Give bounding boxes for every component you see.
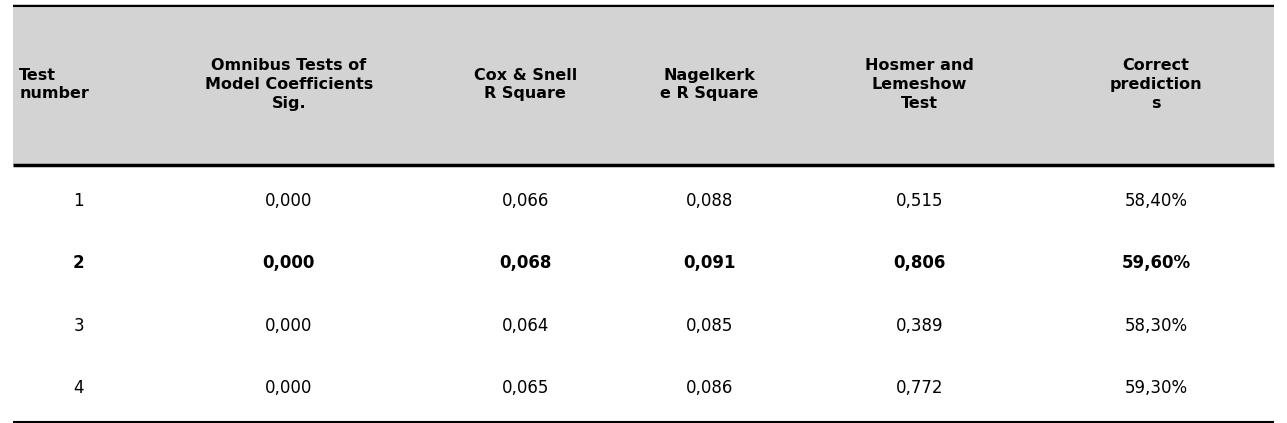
Text: Correct
prediction
s: Correct prediction s [1109, 58, 1202, 111]
Text: 0,806: 0,806 [893, 254, 946, 272]
Text: Hosmer and
Lemeshow
Test: Hosmer and Lemeshow Test [865, 58, 974, 111]
Text: 1: 1 [73, 192, 84, 209]
Text: 0,085: 0,085 [686, 317, 732, 335]
Text: 0,064: 0,064 [502, 317, 550, 335]
Text: 0,068: 0,068 [499, 254, 551, 272]
Text: 0,000: 0,000 [265, 379, 313, 397]
Text: 59,30%: 59,30% [1125, 379, 1188, 397]
Text: 0,091: 0,091 [683, 254, 735, 272]
Text: 3: 3 [73, 317, 84, 335]
Text: 4: 4 [73, 379, 84, 397]
Text: 58,30%: 58,30% [1125, 317, 1188, 335]
Text: 0,066: 0,066 [502, 192, 550, 209]
Text: Cox & Snell
R Square: Cox & Snell R Square [474, 68, 577, 102]
Text: 0,000: 0,000 [265, 317, 313, 335]
Text: Nagelkerk
e R Square: Nagelkerk e R Square [660, 68, 758, 102]
Text: 2: 2 [73, 254, 85, 272]
Text: Test
number: Test number [19, 68, 89, 102]
Text: Omnibus Tests of
Model Coefficients
Sig.: Omnibus Tests of Model Coefficients Sig. [205, 58, 373, 111]
Text: 0,000: 0,000 [263, 254, 315, 272]
Text: 0,065: 0,065 [502, 379, 550, 397]
Text: 0,088: 0,088 [686, 192, 732, 209]
Text: 0,086: 0,086 [686, 379, 732, 397]
Text: 0,772: 0,772 [896, 379, 943, 397]
Text: 58,40%: 58,40% [1125, 192, 1188, 209]
Text: 0,515: 0,515 [896, 192, 943, 209]
Text: 59,60%: 59,60% [1121, 254, 1190, 272]
Text: 0,389: 0,389 [896, 317, 943, 335]
Text: 0,000: 0,000 [265, 192, 313, 209]
Bar [13, 4, 1274, 165]
